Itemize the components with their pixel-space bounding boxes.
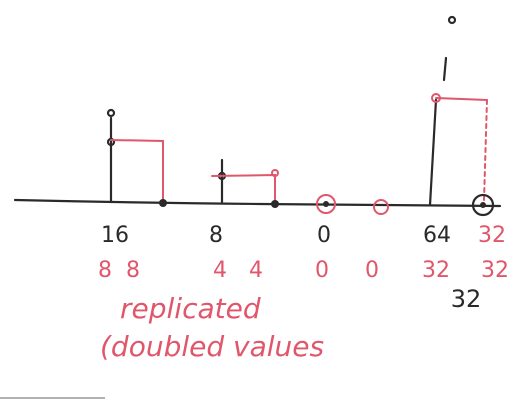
replicated-label: 0 (315, 258, 329, 283)
zero-mark (316, 194, 336, 214)
replicated-label: 8 (98, 258, 112, 283)
replicated-label: 32 (481, 258, 509, 283)
replicated-label: 4 (249, 258, 263, 283)
point (159, 199, 167, 207)
point (323, 201, 329, 207)
top-label: 16 (101, 223, 129, 248)
replica-edge (483, 99, 488, 201)
replica-bar (110, 139, 164, 203)
point (271, 200, 279, 208)
replicated-label: 0 (365, 258, 379, 283)
point (106, 137, 116, 147)
extra-label: 32 (451, 285, 482, 313)
axis (13, 198, 502, 208)
top-label: 32 (478, 223, 506, 248)
point (447, 15, 457, 25)
stem (428, 98, 438, 207)
top-label: 0 (317, 223, 331, 248)
zero-mark (471, 193, 495, 217)
point (106, 108, 116, 118)
top-label: 64 (423, 223, 451, 248)
replicated-label: 4 (213, 258, 227, 283)
point (480, 202, 486, 208)
tick (442, 56, 448, 82)
replicated-label: 32 (422, 258, 450, 283)
top-label: 8 (209, 223, 223, 248)
replicated-label: 8 (126, 258, 140, 283)
zero-mark (373, 199, 389, 215)
point (271, 169, 279, 177)
replica-bar (435, 97, 488, 101)
caption: (doubled values (100, 330, 324, 363)
caption: replicated (120, 292, 261, 325)
